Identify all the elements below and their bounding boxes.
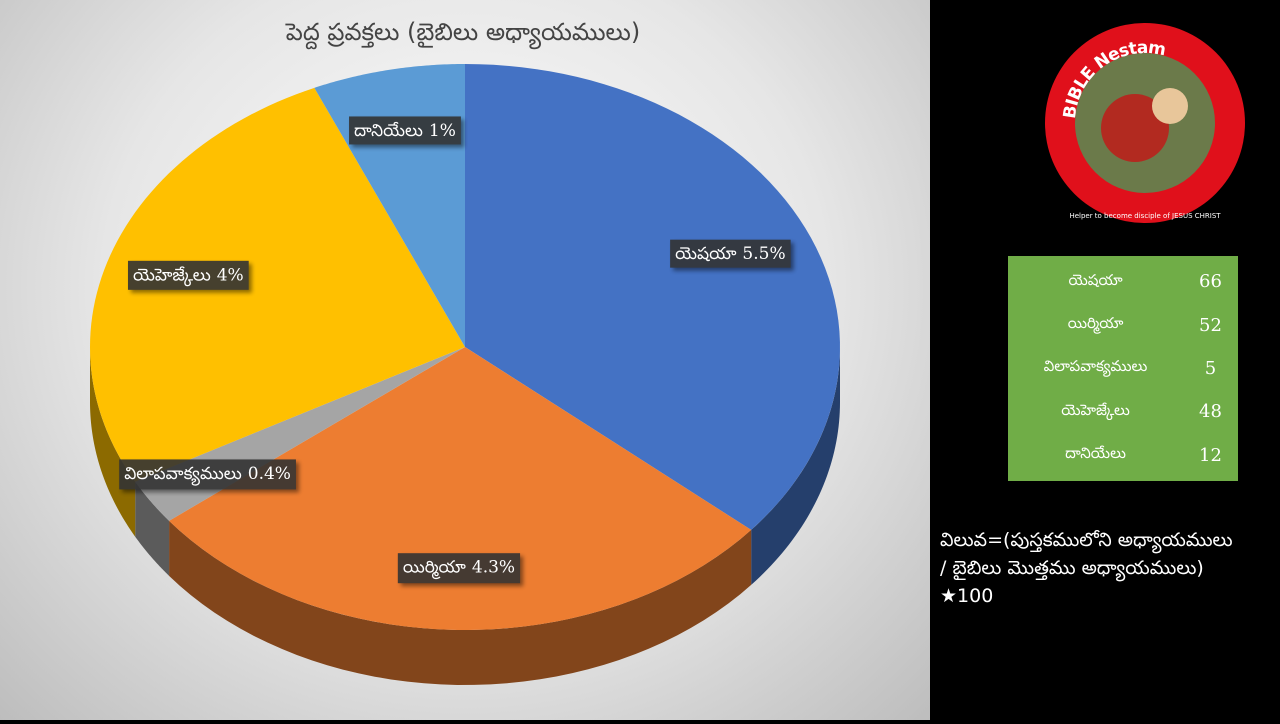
data-table: యెషయా 66 యిర్మియా 52 విలాపవాక్యములు 5 యెహెజ్కే…	[1008, 256, 1238, 481]
logo-tagline: Helper to become disciple of JESUS CHRIS…	[1069, 212, 1221, 220]
data-label-category: దానియేలు	[354, 120, 423, 140]
slice	[169, 347, 752, 630]
data-label: విలాపవాక్యములు 0.4%	[119, 459, 296, 490]
data-label-value: 4.3%	[472, 557, 515, 577]
data-label: యిర్మియా 4.3%	[397, 553, 521, 584]
data-label-text: యెహెజ్కేలు 4%	[133, 265, 244, 286]
table-row: యెషయా 66	[1008, 271, 1238, 293]
data-label-text: యెషయా 5.5%	[675, 244, 786, 264]
formula-line: ★100	[940, 585, 994, 607]
table-value: 66	[1199, 271, 1222, 293]
table-row: యిర్మియా 52	[1008, 314, 1238, 336]
table-row: విలాపవాక్యములు 5	[1008, 357, 1238, 379]
data-label-box	[397, 553, 521, 584]
data-label-box	[349, 116, 461, 145]
formula-line: విలువ=(పుస్తకములోని అధ్యాయములు	[940, 529, 1233, 551]
table-row: దానియేలు 12	[1008, 444, 1238, 466]
chart-area: పెద్ద ప్రవక్తలు (బైబిలు అధ్యాయములు) యెషయ…	[0, 0, 930, 720]
slice-side	[751, 347, 840, 585]
table-name: విలాపవాక్యములు	[1043, 357, 1148, 376]
formula: విలువ=(పుస్తకములోని అధ్యాయములు / బైబిలు మ…	[940, 526, 1233, 610]
data-label-value: 4%	[217, 265, 244, 285]
table-name: యిర్మియా	[1067, 314, 1124, 333]
table-value: 5	[1204, 357, 1217, 379]
data-label-box	[127, 260, 249, 290]
data-label-value: 5.5%	[742, 244, 785, 264]
data-label-category: విలాపవాక్యములు	[124, 463, 242, 485]
slice	[465, 64, 840, 530]
data-label-text: విలాపవాక్యములు 0.4%	[124, 463, 291, 485]
formula-line: / బైబిలు మొత్తము అధ్యాయములు)	[940, 557, 1204, 579]
table-name: దానియేలు	[1065, 444, 1126, 463]
table-name: యెషయా	[1068, 270, 1123, 289]
table-value: 12	[1199, 444, 1222, 466]
data-label-value: 1%	[429, 120, 456, 140]
data-label-text: యిర్మియా 4.3%	[403, 557, 515, 579]
data-label-value: 0.4%	[248, 463, 291, 483]
chart-title: పెద్ద ప్రవక్తలు (బైబిలు అధ్యాయములు)	[285, 18, 640, 50]
data-label: దానియేలు 1%	[349, 116, 461, 145]
data-label-text: దానియేలు 1%	[354, 120, 456, 140]
chart: పెద్ద ప్రవక్తలు (బైబిలు అధ్యాయములు) యెషయ…	[90, 18, 840, 685]
slice-side	[169, 520, 752, 685]
data-label-box	[119, 459, 296, 490]
data-label-category: యెషయా	[675, 244, 737, 264]
data-label-category: యెహెజ్కేలు	[133, 265, 211, 286]
table-name: యెహెజ్కేలు	[1061, 400, 1130, 419]
table-value: 52	[1199, 314, 1222, 336]
logo: BIBLE Nestam Helper to become disciple o…	[1045, 23, 1245, 223]
data-label-box	[670, 239, 791, 268]
logo-figure	[1152, 88, 1188, 124]
data-label: యెషయా 5.5%	[670, 239, 791, 268]
data-label-category: యిర్మియా	[403, 557, 467, 579]
slice-side	[135, 481, 170, 576]
slice	[90, 87, 465, 482]
table-value: 48	[1199, 401, 1222, 423]
data-label: యెహెజ్కేలు 4%	[127, 260, 249, 290]
table-row: యెహెజ్కేలు 48	[1008, 401, 1238, 423]
logo-figure	[1101, 94, 1169, 162]
